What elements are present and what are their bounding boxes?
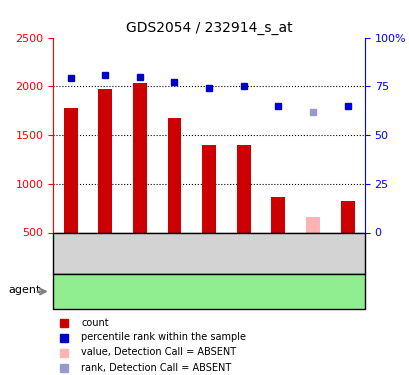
Text: misfolded surfactant
protein C: misfolded surfactant protein C (265, 282, 359, 301)
Title: GDS2054 / 232914_s_at: GDS2054 / 232914_s_at (126, 21, 292, 35)
Bar (98, 89, 112, 232)
Text: GSM65132: GSM65132 (204, 235, 213, 288)
Text: GSM65131: GSM65131 (169, 235, 179, 287)
Bar (133, 83, 146, 232)
Text: agent: agent (8, 285, 40, 295)
Bar (340, 201, 354, 232)
Text: GSM65133: GSM65133 (238, 235, 248, 287)
Bar (202, 145, 216, 232)
Text: value, Detection Call = ABSENT: value, Detection Call = ABSENT (81, 348, 236, 357)
Text: count: count (81, 318, 108, 327)
Text: GSM65137: GSM65137 (273, 235, 283, 288)
Bar (305, 217, 319, 232)
Bar (236, 145, 250, 232)
Text: GSM65139: GSM65139 (342, 235, 352, 287)
Text: GSM65135: GSM65135 (100, 235, 110, 288)
Text: GSM65138: GSM65138 (307, 235, 317, 287)
Bar (167, 118, 181, 232)
Bar (63, 108, 77, 232)
Bar (271, 197, 285, 232)
Text: GSM65134: GSM65134 (65, 235, 75, 287)
Text: rank, Detection Call = ABSENT: rank, Detection Call = ABSENT (81, 363, 231, 372)
Text: wild-type surfactant
protein C: wild-type surfactant protein C (163, 282, 254, 301)
Text: GSM65136: GSM65136 (135, 235, 144, 287)
Text: empty vector: empty vector (74, 287, 135, 296)
Text: percentile rank within the sample: percentile rank within the sample (81, 333, 245, 342)
